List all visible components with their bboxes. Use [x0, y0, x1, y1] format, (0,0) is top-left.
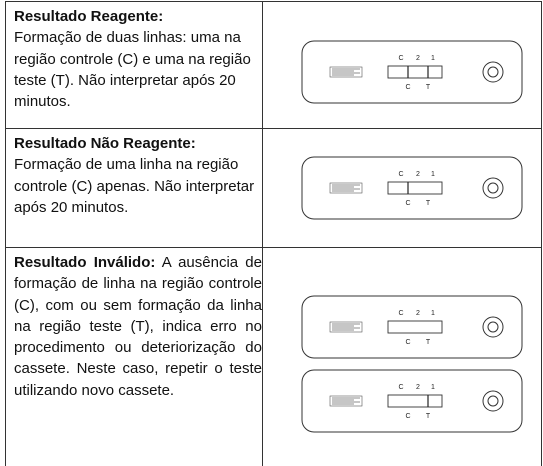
sample-well-inner	[487, 321, 499, 333]
test-window	[387, 181, 443, 195]
sample-well-inner	[487, 395, 499, 407]
sample-well-inner	[487, 66, 499, 78]
row-title: Resultado Reagente:	[14, 8, 164, 25]
row-title: Resultado Inválido:	[14, 254, 156, 271]
window-label: C	[405, 339, 410, 346]
window-label: T	[426, 413, 431, 420]
window-label: C	[398, 310, 403, 317]
barcode-label	[329, 395, 363, 407]
test-window	[387, 394, 443, 408]
window-label: T	[426, 200, 431, 207]
window-label: 1	[431, 384, 435, 391]
image-cell	[262, 247, 542, 466]
row-text: Formação de uma linha na região controle…	[14, 156, 255, 216]
window-label: T	[426, 84, 431, 91]
barcode-label	[329, 182, 363, 194]
row-title: Resultado Não Reagente:	[14, 135, 196, 152]
image-cell	[262, 128, 542, 248]
barcode-label	[329, 66, 363, 78]
text-cell: Resultado Inválido: A ausência de formaç…	[5, 247, 263, 466]
sample-well-inner	[487, 182, 499, 194]
window-label: 1	[431, 310, 435, 317]
window-label: C	[405, 200, 410, 207]
text-cell: Resultado Reagente: Formação de duas linh…	[5, 1, 263, 129]
row-text: Formação de duas linhas: uma na região c…	[14, 29, 251, 111]
image-cell	[262, 1, 542, 129]
window-label: 1	[431, 55, 435, 62]
text-cell: Resultado Não Reagente: Formação de uma l…	[5, 128, 263, 248]
window-label: 2	[416, 171, 420, 178]
cell-text: Resultado Não Reagente: Formação de uma l…	[14, 133, 262, 218]
window-label: C	[405, 84, 410, 91]
test-window	[387, 320, 443, 334]
window-label: 2	[416, 384, 420, 391]
window-label: 2	[416, 55, 420, 62]
window-label: 2	[416, 310, 420, 317]
window-label: C	[398, 171, 403, 178]
window-label: C	[398, 55, 403, 62]
window-label: 1	[431, 171, 435, 178]
window-label: T	[426, 339, 431, 346]
window-label: C	[398, 384, 403, 391]
window-label: C	[405, 413, 410, 420]
cell-text: Resultado Inválido: A ausência de formaç…	[14, 252, 262, 401]
cell-text: Resultado Reagente: Formação de duas linh…	[14, 6, 262, 112]
test-window	[387, 65, 443, 79]
row-text: A ausência de formação de linha na regiã…	[14, 254, 262, 399]
barcode-label	[329, 321, 363, 333]
